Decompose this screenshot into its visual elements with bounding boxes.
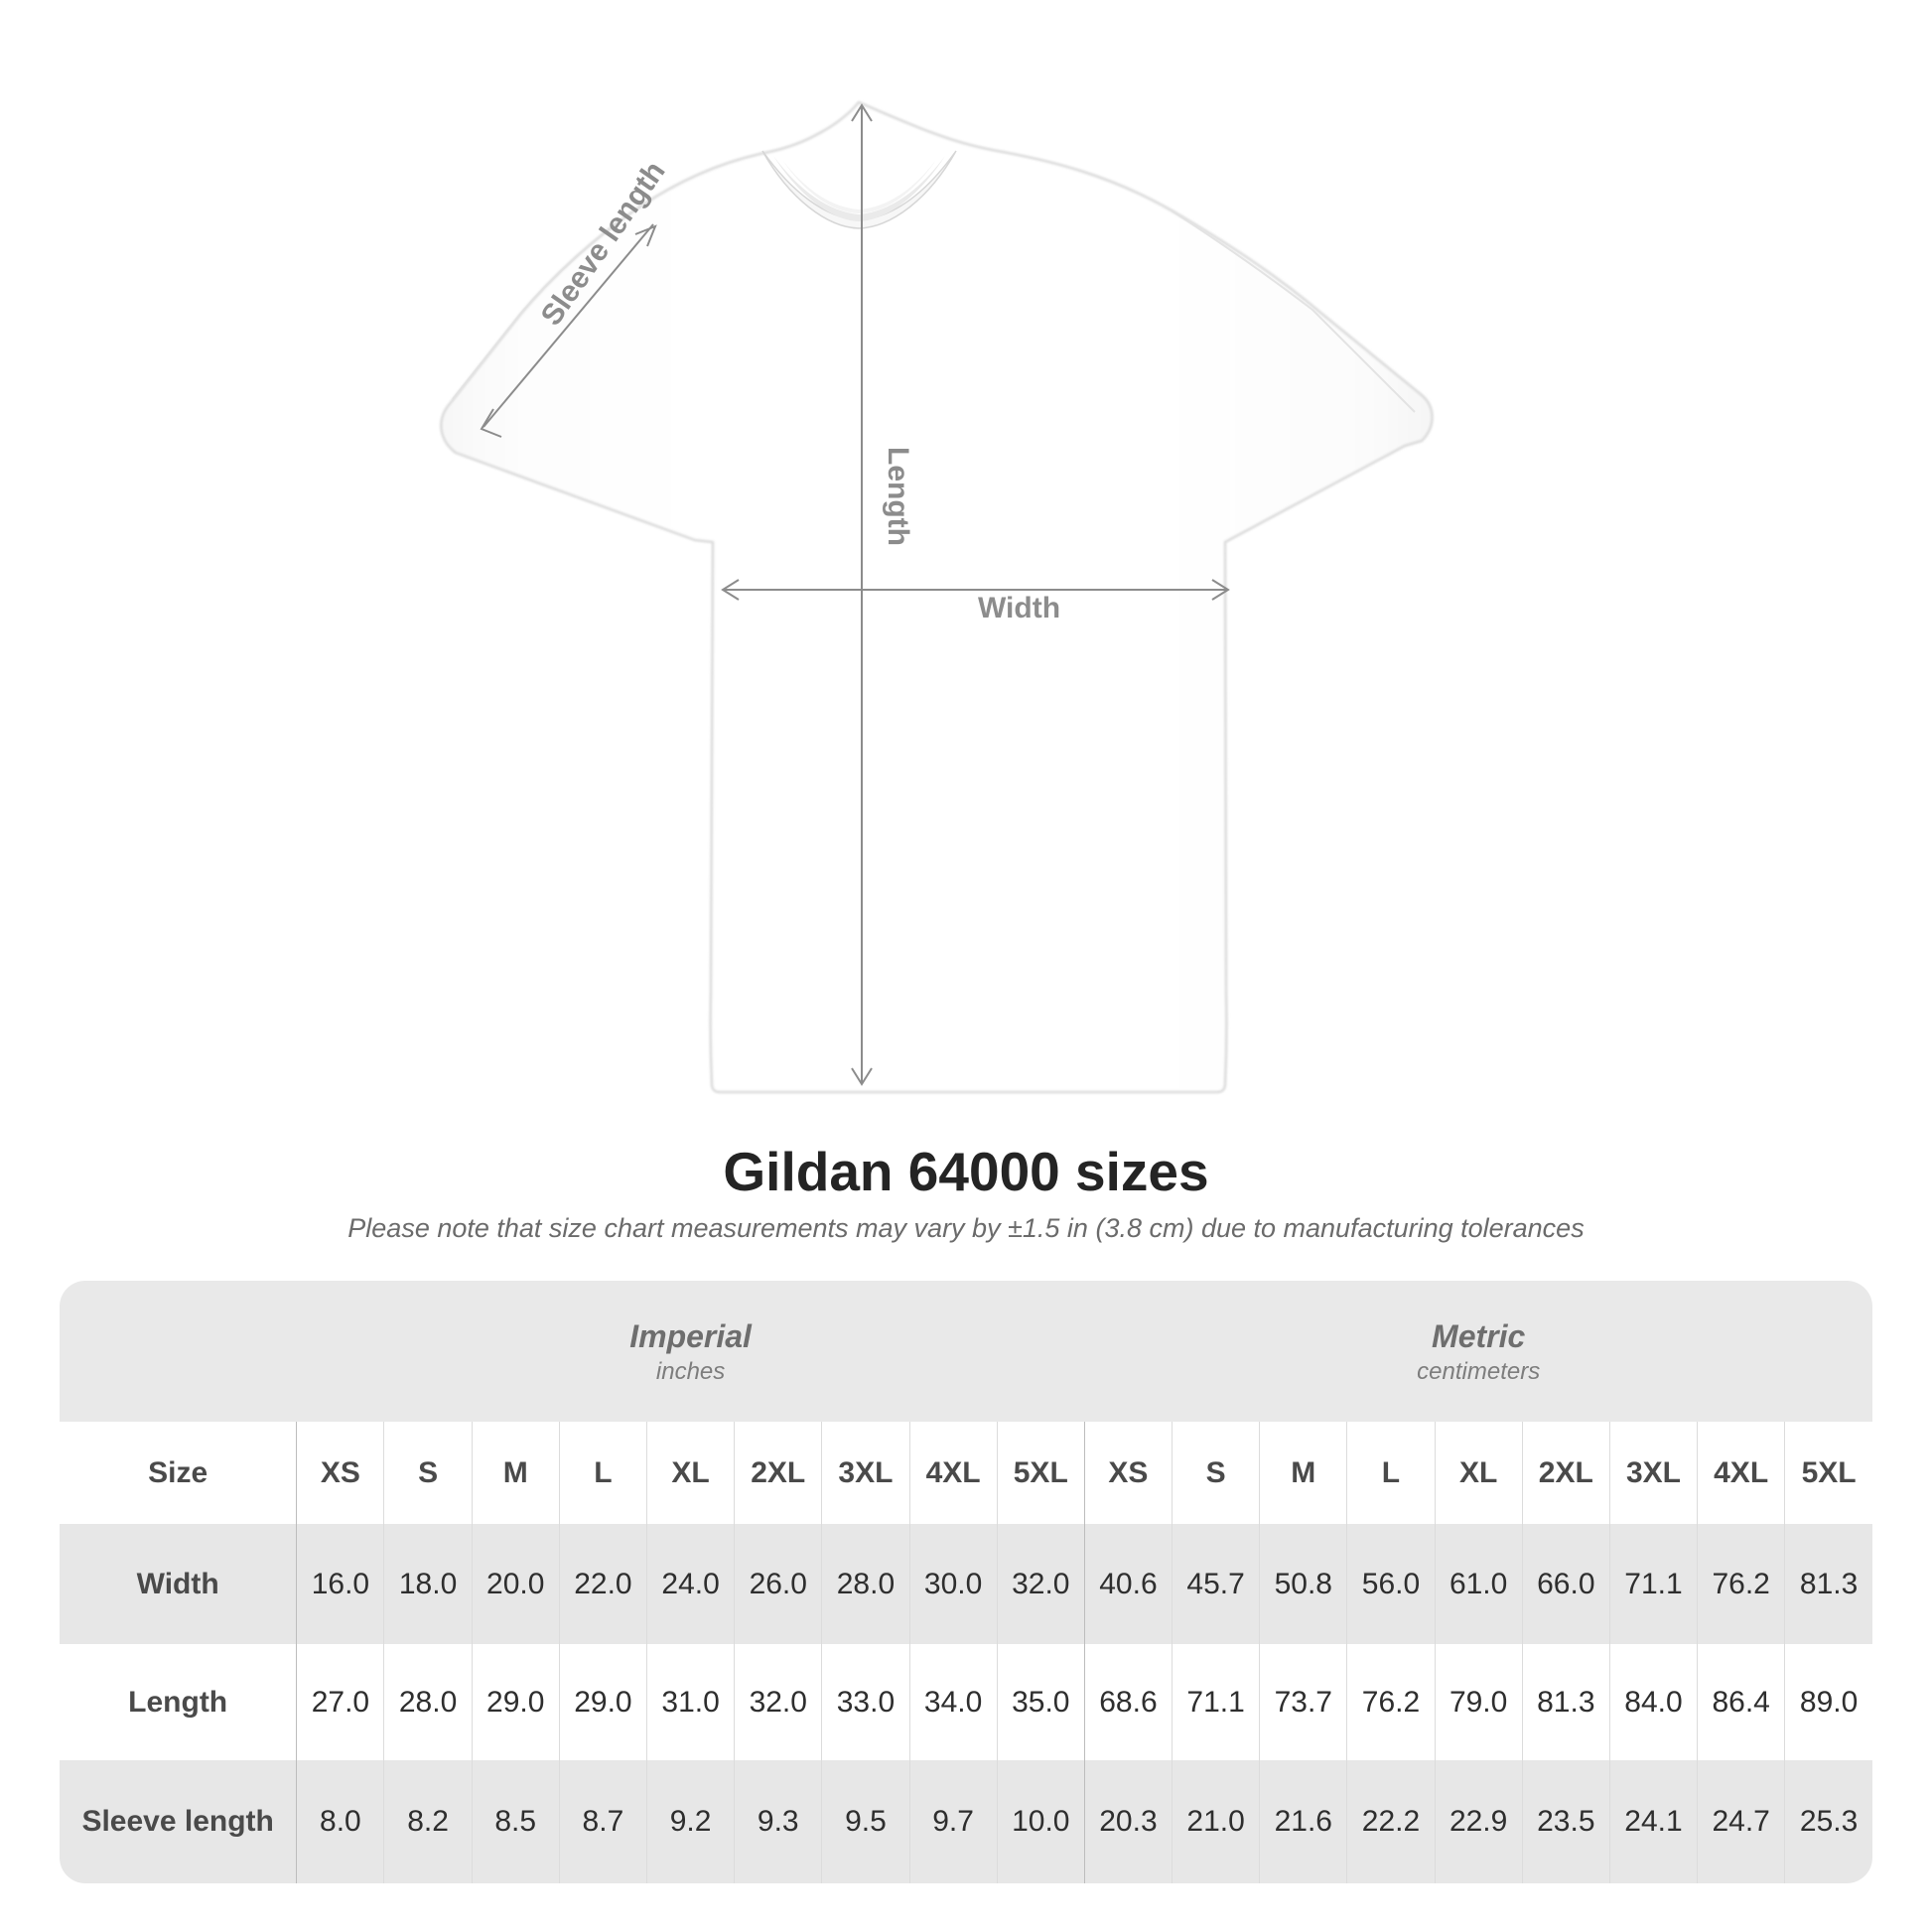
svg-text:Length: Length (882, 447, 914, 546)
svg-text:Width: Width (978, 592, 1060, 624)
